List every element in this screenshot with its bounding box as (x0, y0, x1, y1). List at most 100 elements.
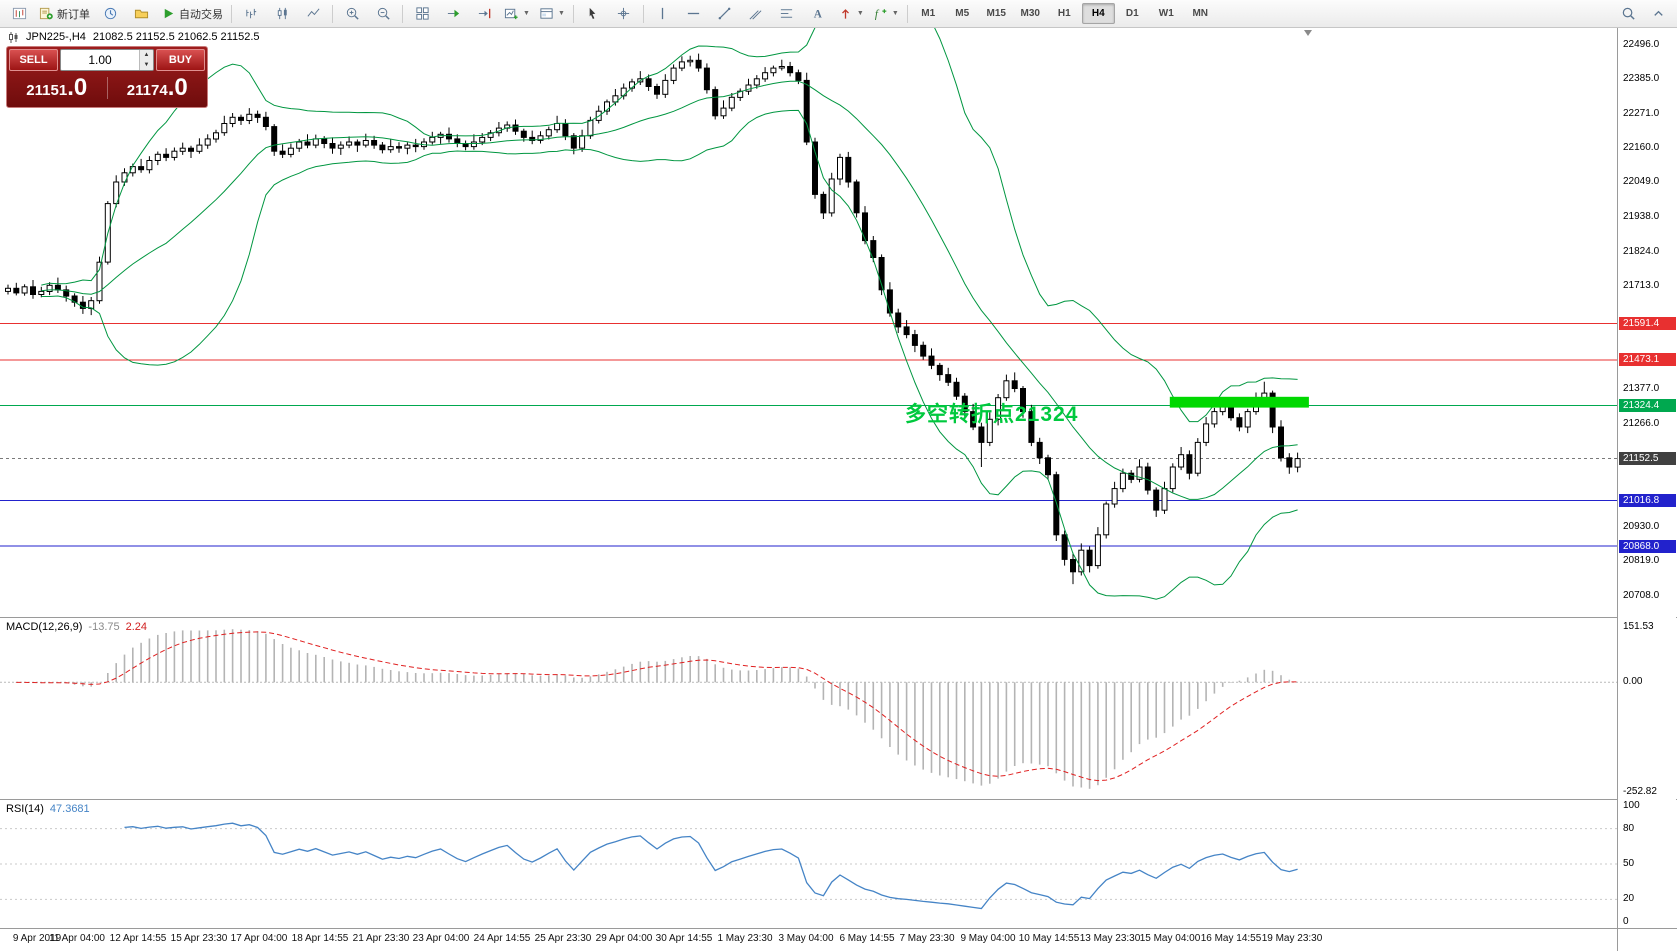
buy-price[interactable]: 21174.0 (126, 74, 188, 101)
symbol-ohlc-info: JPN225-,H4 21082.5 21152.5 21062.5 21152… (8, 31, 260, 43)
templates-button[interactable]: ▼ (535, 2, 569, 26)
indicators-icon: f (875, 8, 887, 20)
time-axis-label: 25 Apr 23:30 (534, 933, 592, 944)
timeframe-m1-button[interactable]: M1 (921, 8, 936, 19)
timeframe-h4-button[interactable]: H4 (1081, 3, 1115, 24)
time-axis[interactable]: 9 Apr 2019 11 Apr 04:00 12 Apr 14:55 15 Apr… (0, 929, 1617, 951)
zoom-out-icon (377, 7, 390, 20)
rsi-axis-label: 0 (1623, 916, 1629, 927)
market-watch-icon (104, 7, 116, 20)
price-axis-label: 22049.0 (1623, 176, 1660, 187)
timeframe-mn-button[interactable]: MN (1192, 8, 1209, 19)
cursor-button[interactable] (578, 2, 608, 26)
time-axis-label: 1 May 23:30 (717, 933, 773, 944)
dropdown-caret-icon: ▼ (523, 10, 530, 17)
candlestick-chart-button[interactable] (267, 2, 297, 26)
navigator-button[interactable] (126, 2, 156, 26)
macd-axis-zero: 0.00 (1623, 676, 1643, 687)
price-axis-label: 20708.0 (1623, 590, 1660, 601)
highlight-rectangle[interactable] (1169, 396, 1309, 408)
rsi-panel-canvas[interactable] (0, 800, 1617, 928)
volume-input[interactable] (61, 50, 139, 70)
macd-panel-divider[interactable] (0, 617, 1677, 618)
timeframe-m15-button[interactable]: M15 (986, 8, 1006, 19)
rsi-axis[interactable]: 100 80 50 20 0 (1618, 800, 1676, 928)
time-axis-label: 18 Apr 14:55 (291, 933, 349, 944)
price-axis-label: 22271.0 (1623, 108, 1660, 119)
volume-decrease-button[interactable]: ▼ (140, 60, 153, 70)
timeframe-h1-button[interactable]: H1 (1057, 8, 1071, 19)
vertical-line-icon (662, 7, 664, 20)
time-axis-label: 24 Apr 14:55 (473, 933, 531, 944)
arrows-button[interactable]: ▼ (834, 2, 868, 26)
chart-shift-marker[interactable] (1304, 30, 1312, 36)
time-axis-label: 15 Apr 23:30 (170, 933, 228, 944)
time-axis-label: 23 Apr 04:00 (412, 933, 470, 944)
price-axis-label: 22496.0 (1623, 39, 1660, 50)
time-axis-label: 17 Apr 04:00 (230, 933, 288, 944)
level-lines (0, 322, 1617, 547)
macd-axis[interactable]: 151.53 0.00 -252.82 (1618, 618, 1676, 800)
vertical-line-button[interactable] (648, 2, 678, 26)
price-axis-label: 20930.0 (1623, 521, 1660, 532)
trendline-button[interactable] (710, 2, 740, 26)
trendline-icon (718, 7, 731, 20)
bollinger-bands (41, 28, 1298, 600)
tile-windows-button[interactable] (407, 2, 437, 26)
toolbar-separator (332, 4, 333, 23)
fibonacci-icon (781, 9, 793, 18)
autotrading-button[interactable]: 自动交易 (157, 2, 227, 26)
indicators-button[interactable]: f ▼ (869, 2, 903, 26)
zoom-in-button[interactable] (337, 2, 367, 26)
timeframe-m5-button[interactable]: M5 (955, 8, 970, 19)
price-level-badge-blue: 21016.8 (1619, 494, 1676, 507)
buy-button[interactable]: BUY (156, 49, 205, 71)
auto-scroll-button[interactable] (438, 2, 468, 26)
tile-windows-icon (415, 7, 429, 20)
new-chart-button[interactable]: ▼ (500, 2, 534, 26)
collapse-toolbar-button[interactable] (1643, 2, 1673, 26)
macd-indicator-label: MACD(12,26,9) -13.75 2.24 (6, 621, 148, 633)
zoom-out-button[interactable] (368, 2, 398, 26)
main-chart-canvas[interactable] (0, 28, 1617, 618)
cursor-icon (590, 7, 596, 19)
fibonacci-button[interactable] (772, 2, 802, 26)
new-order-button[interactable]: 新订单 (35, 2, 94, 26)
price-axis-label: 21713.0 (1623, 280, 1660, 291)
horizontal-line-button[interactable] (679, 2, 709, 26)
text-label-button[interactable]: A (803, 2, 833, 26)
charts-button[interactable] (4, 2, 34, 26)
auto-scroll-icon (447, 9, 459, 18)
toolbar-separator (642, 4, 644, 23)
sell-price[interactable]: 21151.0 (7, 76, 108, 100)
macd-signal-line (16, 631, 1298, 782)
new-order-label: 新订单 (57, 8, 90, 21)
chart-shift-button[interactable] (469, 2, 499, 26)
time-axis-label: 9 May 04:00 (960, 933, 1016, 944)
timeframe-m30-button[interactable]: M30 (1020, 8, 1040, 19)
timeframe-d1-button[interactable]: D1 (1125, 8, 1139, 19)
toolbar-separator (402, 4, 403, 23)
crosshair-button[interactable] (609, 2, 639, 26)
market-watch-button[interactable] (95, 2, 125, 26)
price-axis[interactable]: 22496.0 22385.0 22271.0 22160.0 22049.0 21938… (1618, 28, 1676, 618)
bar-chart-button[interactable] (236, 2, 266, 26)
time-axis-label: 30 Apr 14:55 (655, 933, 713, 944)
time-axis-label: 19 May 23:30 (1261, 933, 1323, 944)
arrows-icon (841, 9, 849, 19)
equidistant-channel-button[interactable] (741, 2, 771, 26)
line-chart-button[interactable] (298, 2, 328, 26)
time-axis-label: 12 Apr 14:55 (109, 933, 167, 944)
time-axis-label: 16 May 14:55 (1200, 933, 1262, 944)
macd-panel-canvas[interactable] (0, 618, 1617, 800)
search-button[interactable] (1613, 2, 1643, 26)
candlestick-chart-icon (277, 7, 287, 20)
new-chart-icon (504, 8, 518, 20)
sell-button[interactable]: SELL (9, 49, 58, 71)
candles[interactable] (5, 53, 1301, 585)
volume-increase-button[interactable]: ▲ (140, 50, 153, 60)
timeframe-w1-button[interactable]: W1 (1158, 8, 1174, 19)
macd-histogram (15, 629, 1291, 789)
rsi-panel-divider[interactable] (0, 799, 1677, 800)
